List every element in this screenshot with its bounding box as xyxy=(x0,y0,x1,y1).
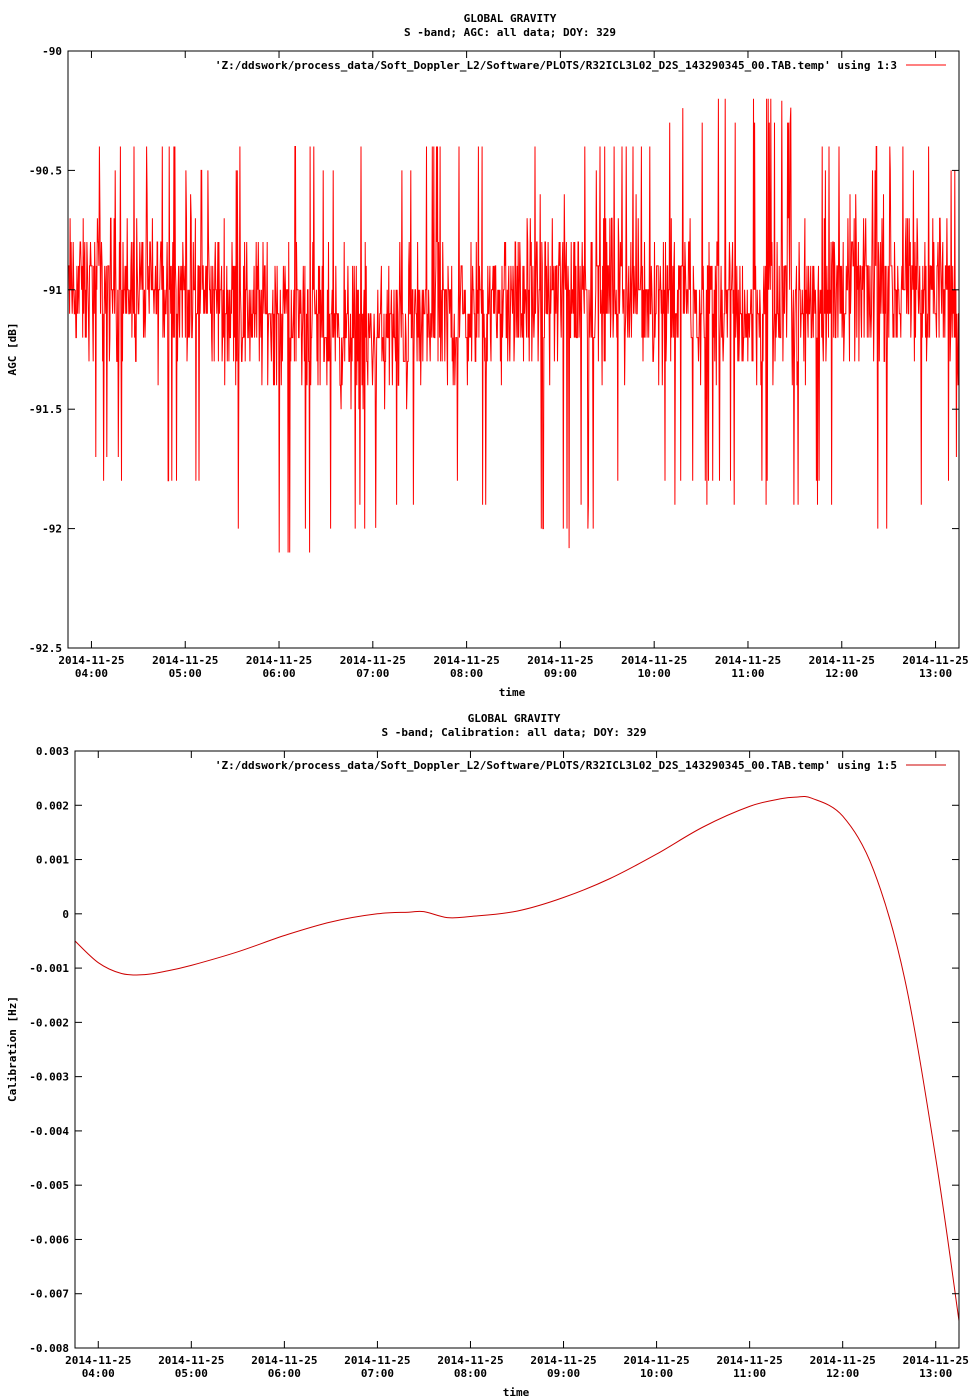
calibration-y-tick-label: -0.005 xyxy=(29,1179,69,1192)
calibration-legend-label: 'Z:/ddswork/process_data/Soft_Doppler_L2… xyxy=(215,759,897,772)
agc-y-tick-label: -90.5 xyxy=(29,164,62,177)
agc-x-tick-date: 2014-11-25 xyxy=(58,654,124,667)
calibration-y-tick-label: -0.003 xyxy=(29,1071,69,1084)
calibration-y-tick-label: 0.003 xyxy=(36,745,69,758)
calibration-x-tick-date: 2014-11-25 xyxy=(810,1354,876,1367)
agc-x-tick-time: 04:00 xyxy=(75,667,108,680)
calibration-y-tick-label: 0 xyxy=(62,908,69,921)
calibration-x-tick-time: 07:00 xyxy=(361,1367,394,1380)
agc-x-tick-time: 07:00 xyxy=(356,667,389,680)
calibration-x-tick-date: 2014-11-25 xyxy=(344,1354,410,1367)
calibration-y-tick-label: -0.001 xyxy=(29,962,69,975)
calibration-x-tick-time: 05:00 xyxy=(175,1367,208,1380)
calibration-x-tick-time: 09:00 xyxy=(547,1367,580,1380)
calibration-y-ticks: 0.003 0.002 0.001 0 -0.001 -0.002 -0.003 -0.004… xyxy=(29,745,959,1355)
calibration-y-tick-label: -0.006 xyxy=(29,1233,69,1246)
calibration-y-tick-label: -0.008 xyxy=(29,1342,69,1355)
agc-x-tick-date: 2014-11-25 xyxy=(621,654,687,667)
calibration-chart: GLOBAL GRAVITY S -band; Calibration: all… xyxy=(6,712,969,1399)
calibration-chart-subtitle: S -band; Calibration: all data; DOY: 329 xyxy=(382,726,647,739)
agc-y-tick-label: -91 xyxy=(42,284,62,297)
agc-series-group xyxy=(68,98,959,553)
agc-y-tick-label: -92 xyxy=(42,523,62,536)
calibration-x-tick-date: 2014-11-25 xyxy=(65,1354,131,1367)
agc-x-tick-date: 2014-11-25 xyxy=(527,654,593,667)
calibration-x-tick-time: 12:00 xyxy=(826,1367,859,1380)
calibration-x-tick-time: 04:00 xyxy=(82,1367,115,1380)
calibration-x-tick-date: 2014-11-25 xyxy=(530,1354,596,1367)
agc-chart-title: GLOBAL GRAVITY xyxy=(464,12,557,25)
agc-series-line xyxy=(68,98,959,553)
calibration-y-tick-label: -0.004 xyxy=(29,1125,69,1138)
calibration-x-tick-time: 06:00 xyxy=(268,1367,301,1380)
calibration-x-tick-date: 2014-11-25 xyxy=(623,1354,689,1367)
agc-x-tick-time: 06:00 xyxy=(262,667,295,680)
calibration-x-tick-date: 2014-11-25 xyxy=(903,1354,969,1367)
agc-legend-label: 'Z:/ddswork/process_data/Soft_Doppler_L2… xyxy=(215,59,897,72)
agc-x-tick-date: 2014-11-25 xyxy=(152,654,218,667)
calibration-y-axis-label: Calibration [Hz] xyxy=(6,996,19,1102)
calibration-x-tick-time: 10:00 xyxy=(640,1367,673,1380)
agc-x-tick-time: 08:00 xyxy=(450,667,483,680)
agc-chart: GLOBAL GRAVITY S -band; AGC: all data; D… xyxy=(6,12,969,699)
agc-x-tick-date: 2014-11-25 xyxy=(246,654,312,667)
calibration-x-ticks: 2014-11-2504:002014-11-2505:002014-11-25… xyxy=(65,751,969,1380)
agc-chart-subtitle: S -band; AGC: all data; DOY: 329 xyxy=(404,26,616,39)
agc-x-tick-time: 13:00 xyxy=(919,667,952,680)
agc-y-tick-label: -91.5 xyxy=(29,403,62,416)
agc-x-axis-label: time xyxy=(499,686,526,699)
agc-x-tick-date: 2014-11-25 xyxy=(809,654,875,667)
calibration-y-tick-label: -0.007 xyxy=(29,1288,69,1301)
agc-x-tick-time: 12:00 xyxy=(825,667,858,680)
agc-plot-frame xyxy=(67,50,960,649)
calibration-y-tick-label: 0.001 xyxy=(36,854,69,867)
calibration-x-tick-time: 08:00 xyxy=(454,1367,487,1380)
agc-x-ticks: 2014-11-2504:002014-11-2505:002014-11-25… xyxy=(58,51,969,680)
calibration-series-group xyxy=(74,795,960,1321)
agc-x-tick-date: 2014-11-25 xyxy=(902,654,968,667)
calibration-chart-title: GLOBAL GRAVITY xyxy=(468,712,561,725)
agc-x-tick-date: 2014-11-25 xyxy=(715,654,781,667)
agc-x-tick-time: 10:00 xyxy=(638,667,671,680)
calibration-x-tick-date: 2014-11-25 xyxy=(251,1354,317,1367)
calibration-series-line xyxy=(74,795,960,1321)
calibration-x-tick-time: 11:00 xyxy=(733,1367,766,1380)
calibration-y-tick-label: -0.002 xyxy=(29,1016,69,1029)
calibration-plot-frame xyxy=(74,750,960,1349)
calibration-x-tick-time: 13:00 xyxy=(919,1367,952,1380)
agc-y-axis-label: AGC [dB] xyxy=(6,323,19,376)
agc-y-tick-label: -90 xyxy=(42,45,62,58)
agc-x-tick-date: 2014-11-25 xyxy=(340,654,406,667)
calibration-x-tick-date: 2014-11-25 xyxy=(717,1354,783,1367)
agc-x-tick-time: 05:00 xyxy=(169,667,202,680)
agc-x-tick-time: 09:00 xyxy=(544,667,577,680)
agc-x-tick-date: 2014-11-25 xyxy=(433,654,499,667)
calibration-x-tick-date: 2014-11-25 xyxy=(158,1354,224,1367)
agc-y-tick-label: -92.5 xyxy=(29,642,62,655)
calibration-y-tick-label: 0.002 xyxy=(36,799,69,812)
agc-y-ticks: -90 -90.5 -91 -91.5 -92 -92.5 xyxy=(29,45,959,655)
calibration-x-tick-date: 2014-11-25 xyxy=(437,1354,503,1367)
agc-x-tick-time: 11:00 xyxy=(731,667,764,680)
calibration-x-axis-label: time xyxy=(503,1386,530,1399)
